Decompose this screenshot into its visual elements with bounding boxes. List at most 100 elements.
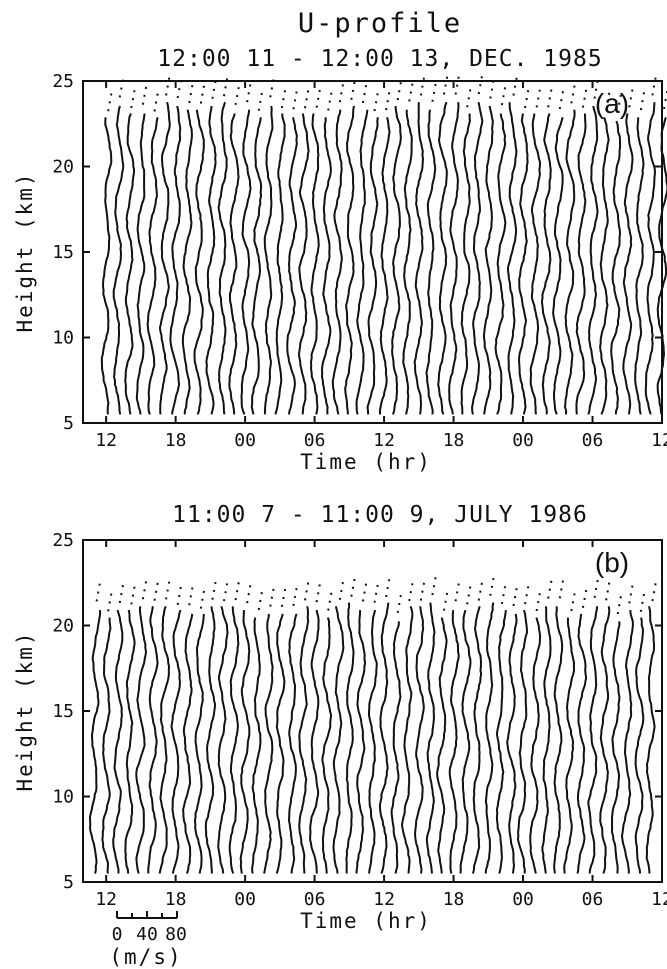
wind-profile-trace: [610, 120, 622, 415]
upper-noise-dots: [165, 73, 172, 96]
x-tick-label: 12: [95, 430, 117, 451]
panel-a-label: (a): [595, 88, 629, 119]
x-tick-label: 06: [304, 889, 326, 910]
wind-profile-trace: [135, 113, 146, 415]
wind-profile-trace: [564, 109, 576, 415]
upper-noise-dots: [222, 578, 229, 602]
wind-profile-trace: [297, 113, 310, 415]
wind-profile-trace: [89, 610, 102, 874]
panel-b-xlabel: Time (hr): [300, 909, 432, 933]
upper-noise-dots: [581, 85, 588, 108]
upper-noise-dots: [489, 76, 496, 99]
upper-noise-dots: [524, 581, 531, 605]
upper-noise-dots: [581, 585, 588, 608]
wind-profile-trace: [309, 609, 320, 874]
wind-profile-trace: [112, 105, 125, 415]
wind-profile-trace: [240, 109, 252, 415]
wind-profile-trace: [378, 117, 391, 415]
upper-noise-dots: [257, 587, 264, 611]
upper-noise-dots: [466, 581, 473, 605]
wind-profile-trace: [553, 606, 564, 874]
wind-profile-trace: [541, 606, 552, 874]
upper-noise-dots: [628, 84, 635, 108]
upper-noise-dots: [547, 576, 554, 599]
wind-profile-trace: [518, 113, 529, 415]
wind-profile-trace: [448, 609, 460, 874]
wind-profile-trace: [263, 613, 274, 874]
upper-noise-dots: [651, 72, 658, 96]
wind-profile-trace: [321, 617, 333, 874]
wind-profile-trace: [112, 609, 124, 874]
upper-noise-dots: [639, 589, 646, 612]
upper-noise-dots: [512, 583, 519, 607]
wind-profile-trace: [263, 105, 274, 415]
upper-noise-dots: [477, 71, 484, 95]
upper-noise-dots: [234, 577, 241, 601]
wind-profile-trace: [239, 610, 251, 874]
wind-profile-trace: [576, 613, 588, 874]
wind-profile-trace: [529, 617, 542, 874]
x-tick-label: 00: [234, 430, 256, 451]
wind-profile-trace: [205, 105, 217, 415]
upper-noise-dots: [500, 82, 507, 106]
upper-noise-dots: [593, 575, 600, 598]
upper-noise-dots: [234, 82, 241, 106]
upper-noise-dots: [246, 79, 253, 103]
upper-noise-dots: [292, 86, 299, 110]
wind-profile-trace: [101, 617, 112, 874]
wind-profile-trace: [331, 109, 343, 415]
x-tick-label: 12: [373, 889, 395, 910]
wind-profile-trace: [355, 610, 367, 874]
upper-noise-dots: [176, 75, 183, 99]
upper-noise-dots: [616, 591, 623, 615]
upper-noise-dots: [338, 577, 345, 601]
upper-noise-dots: [500, 581, 507, 605]
upper-noise-dots: [628, 580, 635, 604]
panel-a-ylabel: Height (km): [13, 171, 37, 332]
upper-noise-dots: [454, 578, 461, 602]
wind-profile-trace: [517, 609, 528, 874]
scale-tick-40: 40: [136, 924, 158, 945]
x-tick-label: 00: [512, 889, 534, 910]
wind-profile-trace: [529, 113, 541, 415]
upper-noise-dots: [373, 88, 380, 112]
upper-noise-dots: [651, 578, 658, 602]
wind-profile-trace: [124, 609, 136, 874]
upper-noise-dots: [304, 577, 311, 601]
upper-noise-dots: [442, 72, 449, 95]
upper-noise-dots: [373, 580, 380, 603]
wind-profile-trace: [366, 117, 379, 415]
wind-profile-trace: [193, 109, 205, 415]
panel-b-frame: [82, 539, 663, 883]
wind-profile-trace: [345, 602, 355, 874]
upper-noise-dots: [327, 588, 334, 611]
wind-profile-trace: [645, 606, 656, 874]
figure-title: U-profile: [298, 8, 462, 39]
upper-noise-dots: [141, 576, 148, 600]
upper-noise-dots: [512, 73, 519, 96]
upper-noise-dots: [141, 82, 148, 105]
upper-noise-dots: [176, 582, 183, 605]
upper-noise-dots: [570, 80, 577, 104]
upper-noise-dots: [570, 588, 577, 612]
x-tick-label: 18: [443, 889, 465, 910]
wind-profile-trace: [193, 613, 205, 874]
wind-profile-trace: [217, 605, 229, 874]
wind-profile-trace: [217, 101, 228, 415]
upper-noise-dots: [361, 80, 368, 104]
wind-profile-trace: [391, 105, 402, 415]
upper-noise-dots: [408, 78, 415, 102]
upper-noise-dots: [535, 84, 542, 108]
upper-noise-dots: [304, 85, 311, 109]
wind-profile-trace: [448, 102, 460, 415]
upper-noise-dots: [199, 81, 206, 104]
upper-noise-dots: [165, 576, 172, 600]
upper-noise-dots: [269, 74, 276, 98]
wind-profile-trace: [274, 113, 286, 415]
upper-noise-dots: [130, 582, 137, 605]
panel-a: 12:00 11 - 12:00 13, DEC. 1985 (a) Time …: [13, 46, 667, 474]
wind-profile-trace: [100, 117, 113, 415]
wind-profile-trace: [170, 609, 182, 874]
wind-profile-trace: [634, 617, 645, 874]
wind-profile-trace: [158, 605, 170, 874]
